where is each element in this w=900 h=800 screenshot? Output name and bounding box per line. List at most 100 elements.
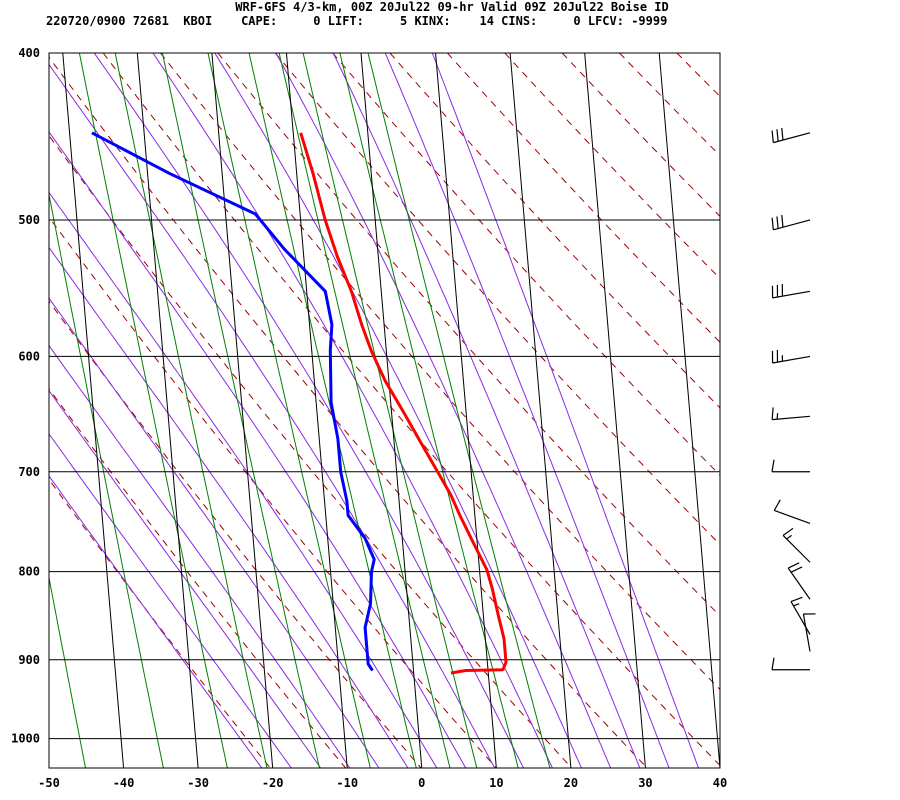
isotherm — [435, 53, 497, 768]
mixing-ratio-line — [248, 53, 417, 768]
pressure-tick-label: 1000 — [11, 732, 40, 746]
temperature-tick-label: 0 — [418, 776, 425, 790]
moist-adiabat — [49, 344, 351, 768]
temperature-tick-label: -20 — [262, 776, 284, 790]
wind-barb-staff — [772, 290, 811, 299]
dry-adiabat — [49, 216, 498, 768]
dry-adiabat — [102, 53, 720, 767]
wind-barb-feather — [776, 216, 779, 229]
moist-adiabat — [49, 297, 380, 768]
wind-barb — [787, 562, 811, 600]
moist-adiabat — [49, 246, 409, 768]
wind-barb — [782, 527, 811, 563]
moist-adiabat — [332, 53, 641, 768]
moist-adiabat — [431, 53, 700, 768]
temperature-tick-label: -40 — [113, 776, 135, 790]
moist-adiabat — [214, 53, 583, 768]
wind-barbs — [771, 127, 816, 671]
chart-subtitle-indices: 220720/0900 72681 KBOI CAPE: 0 LIFT: 5 K… — [46, 14, 667, 28]
temperature-tick-label: -30 — [187, 776, 209, 790]
wind-barb-staff — [782, 534, 811, 563]
dry-adiabat — [274, 53, 720, 546]
wind-barb-feather — [782, 527, 794, 536]
dry-adiabat — [447, 53, 720, 343]
mixing-ratio-line — [161, 53, 321, 768]
isotherm — [584, 53, 646, 768]
moist-adiabat — [49, 63, 496, 768]
dry-adiabat — [49, 300, 422, 768]
pressure-tick-label: 600 — [18, 349, 40, 363]
dry-adiabat — [504, 53, 720, 280]
wind-barb — [802, 613, 816, 652]
isotherm — [136, 53, 199, 768]
moist-adiabat — [49, 191, 438, 768]
moist-adiabat — [49, 389, 322, 768]
wind-barb-staff — [787, 567, 811, 600]
isotherm — [211, 53, 274, 768]
mixing-ratio-line — [78, 53, 228, 768]
wind-barb — [771, 127, 811, 144]
pressure-tick-label: 500 — [18, 213, 40, 227]
wind-barb-feather — [776, 129, 779, 142]
mixing-ratio-line — [49, 192, 164, 768]
wind-barb-feather — [771, 217, 774, 230]
wind-barb-staff — [802, 613, 811, 652]
dry-adiabat — [217, 53, 720, 617]
wind-barb-feather — [781, 215, 784, 228]
grid-lines — [49, 52, 720, 740]
wind-barb — [771, 459, 810, 473]
temperature-tick-label: 40 — [713, 776, 727, 790]
wind-barb — [771, 349, 811, 364]
dry-adiabat — [734, 53, 900, 775]
mixing-ratio-line — [114, 53, 268, 768]
pressure-tick-label: 400 — [18, 46, 40, 60]
pressure-tick-label: 800 — [18, 565, 40, 579]
wind-barb — [790, 596, 811, 635]
moist-adiabat — [49, 131, 467, 768]
isotherm — [360, 53, 423, 768]
wind-barb-feather — [781, 127, 784, 141]
isotherm — [658, 53, 720, 768]
wind-barb-feather — [771, 407, 774, 420]
wind-barb-feather — [787, 562, 800, 569]
moist-adiabat — [49, 475, 263, 768]
moist-adiabat — [49, 433, 292, 768]
dry-adiabat — [49, 135, 573, 768]
isotherm — [509, 53, 572, 768]
moist-adiabat — [384, 53, 670, 768]
wind-barb-staff — [774, 509, 811, 524]
wind-barb-half-feather — [793, 603, 800, 607]
wind-barb-staff — [773, 132, 811, 144]
temperature-tick-label: 10 — [489, 776, 503, 790]
mixing-ratio-line — [49, 575, 87, 768]
wind-barb — [771, 215, 811, 231]
mixing-ratio-line — [339, 53, 519, 768]
mixing-ratio-line — [302, 53, 478, 768]
wind-barb-staff — [772, 415, 811, 421]
wind-barb — [771, 657, 810, 671]
dry-adiabat — [676, 53, 720, 98]
dry-adiabat — [160, 53, 720, 691]
wind-barb-staff — [773, 219, 811, 231]
temperature-tick-labels: -50 -40 -30 -20 -10 0 10 20 30 40 — [38, 776, 727, 790]
mixing-ratio-line — [207, 53, 371, 768]
isotherm — [285, 53, 348, 768]
temperature-tick-label: 30 — [638, 776, 652, 790]
wind-barb — [771, 283, 811, 299]
moist-adiabat — [93, 53, 525, 768]
plot-frame — [48, 52, 721, 769]
isotherm — [62, 53, 125, 768]
temperature-tick-label: 20 — [564, 776, 578, 790]
pressure-tick-labels: 400 500 600 700 800 900 1000 — [11, 46, 40, 746]
moist-adiabat — [275, 53, 612, 768]
sounding-profiles — [91, 131, 508, 675]
wind-barb-feather — [771, 657, 775, 670]
mixing-ratio-line — [278, 53, 451, 768]
dry-adiabat — [332, 53, 720, 476]
wind-barb — [773, 499, 811, 524]
wind-barb-feather — [771, 130, 774, 143]
wind-barb-staff — [790, 601, 811, 635]
wind-barb-feather — [771, 459, 775, 472]
pressure-tick-label: 900 — [18, 653, 40, 667]
